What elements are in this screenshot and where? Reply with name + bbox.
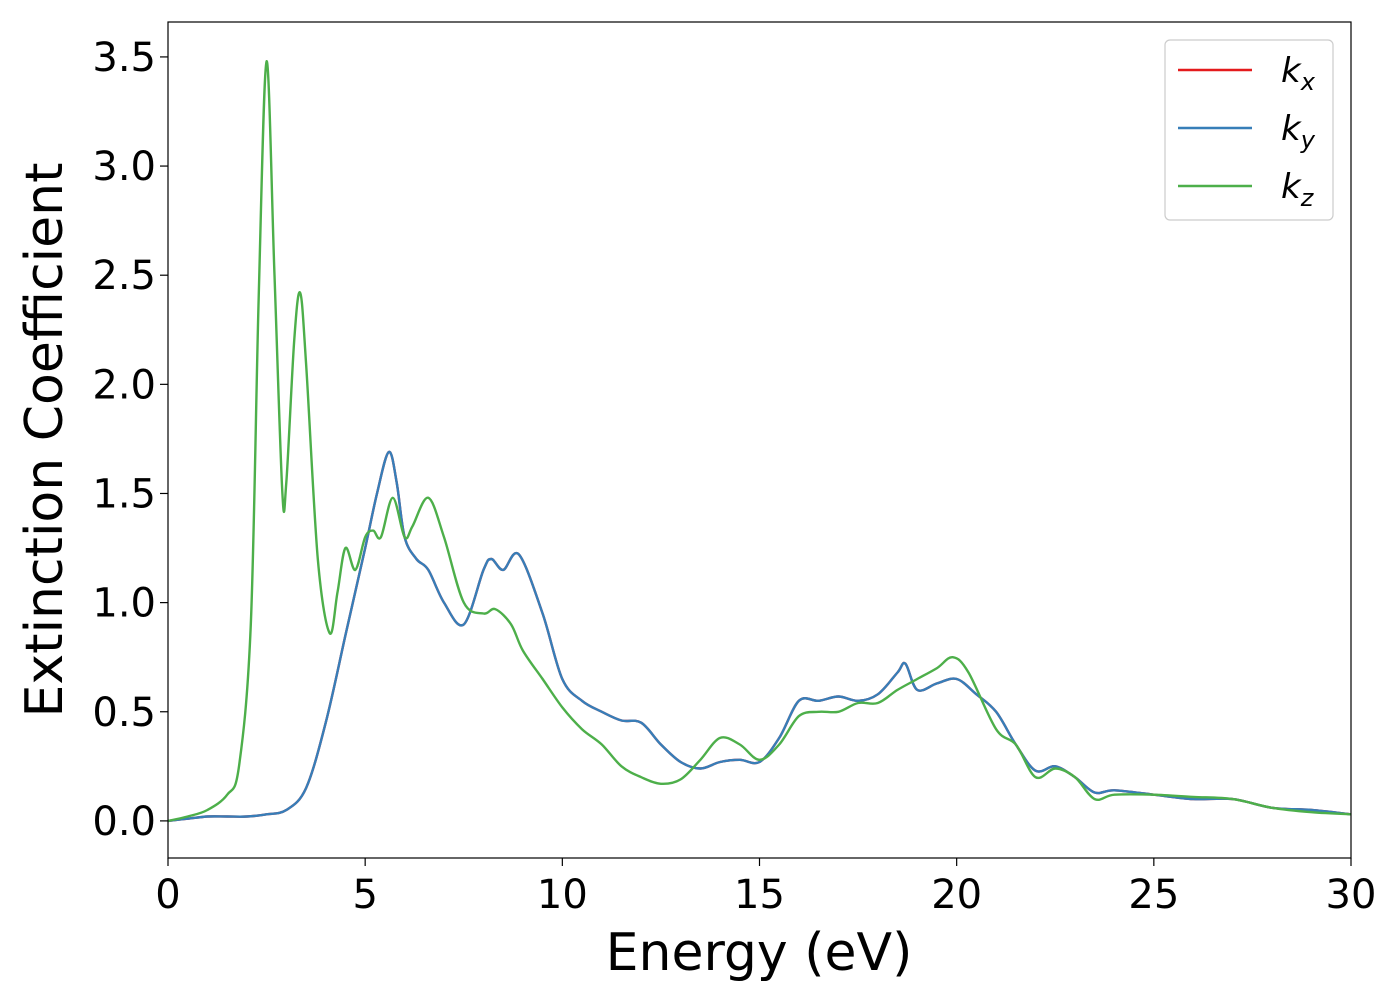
y-tick-label: 3.0 [92, 144, 156, 190]
series-line-3 [167, 60, 1352, 823]
y-tick-label: 3.5 [92, 35, 156, 81]
y-tick-label: 0.5 [92, 690, 156, 736]
x-tick-label: 20 [931, 872, 982, 918]
legend-box [1164, 39, 1334, 221]
legend-label: kx [1281, 51, 1316, 96]
x-tick-label: 0 [155, 872, 180, 918]
x-ticks: 0 5 10 15 20 25 30 [155, 858, 1376, 918]
x-tick-label: 10 [537, 872, 588, 918]
series-line-2 [167, 450, 1352, 823]
y-ticks: 0.0 0.5 1.0 1.5 2.0 2.5 3.0 3.5 [92, 35, 168, 845]
legend: kx ky kz [1164, 39, 1334, 221]
series-lines [167, 60, 1352, 823]
y-tick-label: 2.0 [92, 362, 156, 408]
y-tick-label: 1.0 [92, 581, 156, 627]
y-axis-label: Extinction Coefficient [15, 163, 75, 718]
legend-label: ky [1281, 109, 1316, 154]
x-axis-label: Energy (eV) [606, 923, 913, 983]
y-tick-label: 1.5 [92, 471, 156, 517]
x-tick-label: 5 [352, 872, 377, 918]
legend-label: kz [1281, 167, 1315, 212]
x-tick-label: 30 [1326, 872, 1377, 918]
x-tick-label: 15 [734, 872, 785, 918]
x-tick-label: 25 [1128, 872, 1179, 918]
y-tick-label: 0.0 [92, 799, 156, 845]
y-tick-label: 2.5 [92, 253, 156, 299]
